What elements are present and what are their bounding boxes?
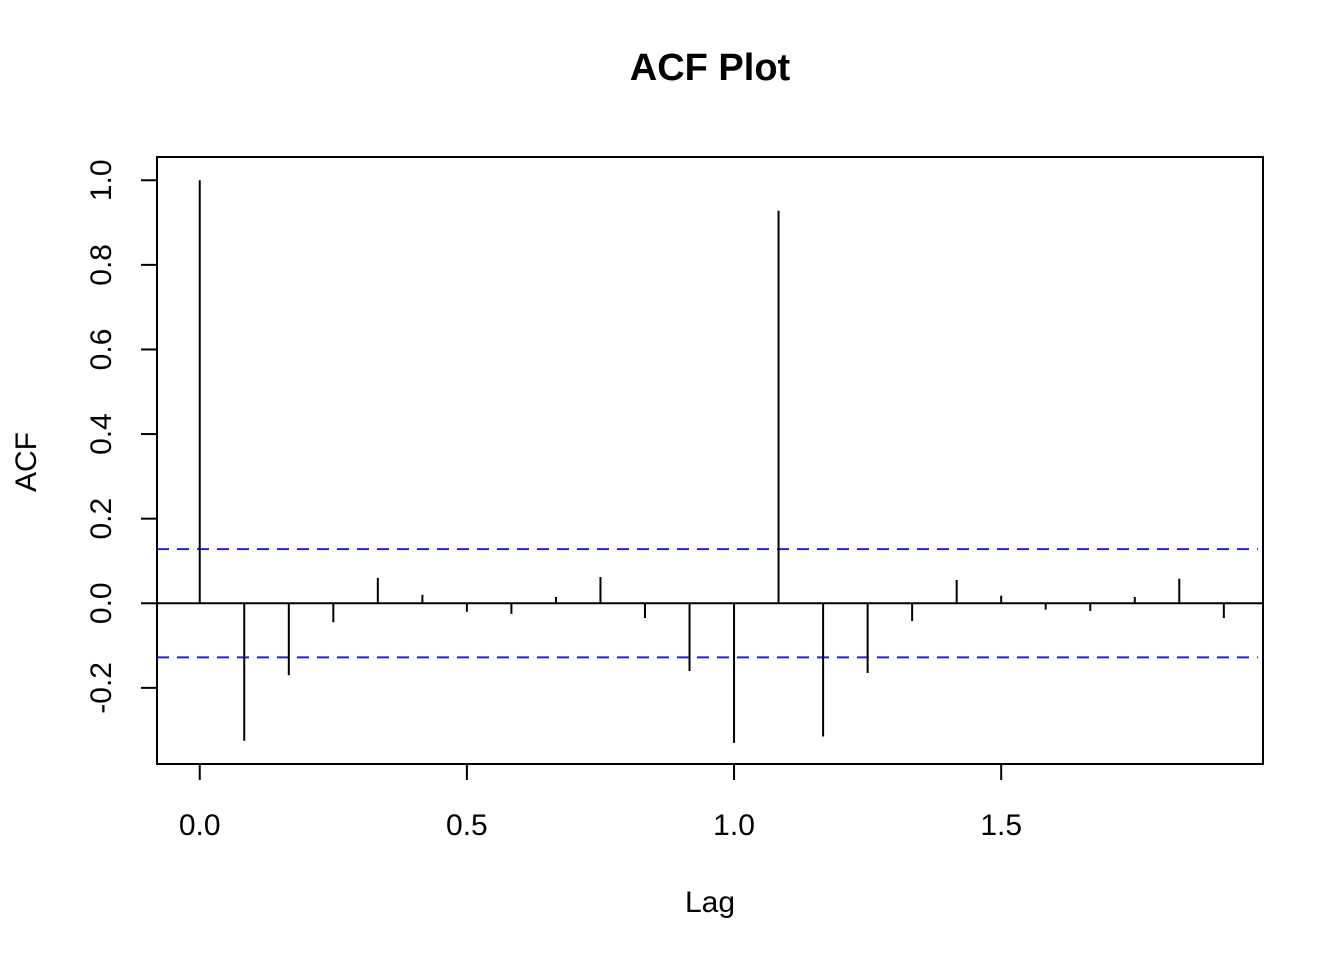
x-tick-label: 0.5	[446, 809, 488, 842]
plot-frame	[156, 156, 1264, 765]
x-axis-label: Lag	[685, 886, 735, 919]
y-tick-label: -0.2	[85, 662, 118, 714]
acf-bars	[198, 180, 1225, 743]
y-tick-label: 0.4	[85, 413, 118, 455]
y-tick-label: 0.2	[85, 498, 118, 540]
y-tick-label: 0.8	[85, 244, 118, 286]
y-tick-label: 0.0	[85, 582, 118, 624]
confidence-bounds	[157, 548, 1258, 659]
y-tick-label: 0.6	[85, 329, 118, 371]
chart-title: ACF Plot	[630, 47, 791, 89]
x-tick-label: 1.5	[980, 809, 1022, 842]
y-axis: -0.2 0.0 0.2 0.4 0.6 0.8 1.0	[85, 159, 158, 714]
x-tick-label: 0.0	[179, 809, 221, 842]
x-tick-label: 1.0	[713, 809, 755, 842]
x-axis: 0.0 0.5 1.0 1.5	[179, 763, 1022, 842]
y-tick-label: 1.0	[85, 159, 118, 201]
y-axis-label: ACF	[10, 432, 43, 492]
